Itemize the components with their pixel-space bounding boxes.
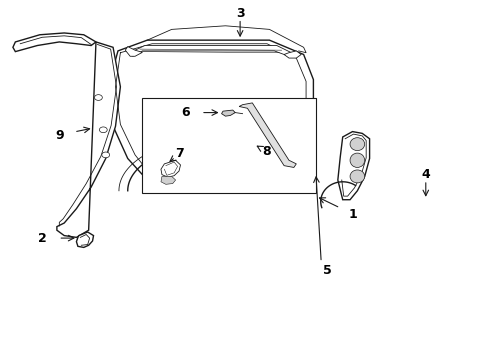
Polygon shape [221,110,235,116]
Polygon shape [76,232,94,247]
Polygon shape [57,42,121,237]
Polygon shape [338,132,369,200]
Text: 6: 6 [181,106,190,119]
Polygon shape [108,40,314,191]
Text: 1: 1 [348,208,357,221]
Polygon shape [239,103,296,167]
Bar [150,126,181,157]
Ellipse shape [350,138,365,150]
Text: 2: 2 [38,231,47,244]
Circle shape [99,127,107,133]
Text: 9: 9 [55,129,64,142]
Polygon shape [284,51,301,58]
Polygon shape [161,176,175,184]
Bar [145,119,230,160]
Text: 4: 4 [421,168,430,181]
Text: 7: 7 [174,147,183,159]
Ellipse shape [350,170,365,183]
Text: 5: 5 [323,264,331,277]
Polygon shape [13,33,96,51]
Text: 3: 3 [236,7,245,20]
Circle shape [95,95,102,100]
Polygon shape [161,160,180,177]
Polygon shape [125,46,143,56]
Bar [143,98,316,193]
Circle shape [102,152,110,158]
Text: 8: 8 [263,145,271,158]
Polygon shape [133,45,292,56]
Ellipse shape [350,153,365,167]
